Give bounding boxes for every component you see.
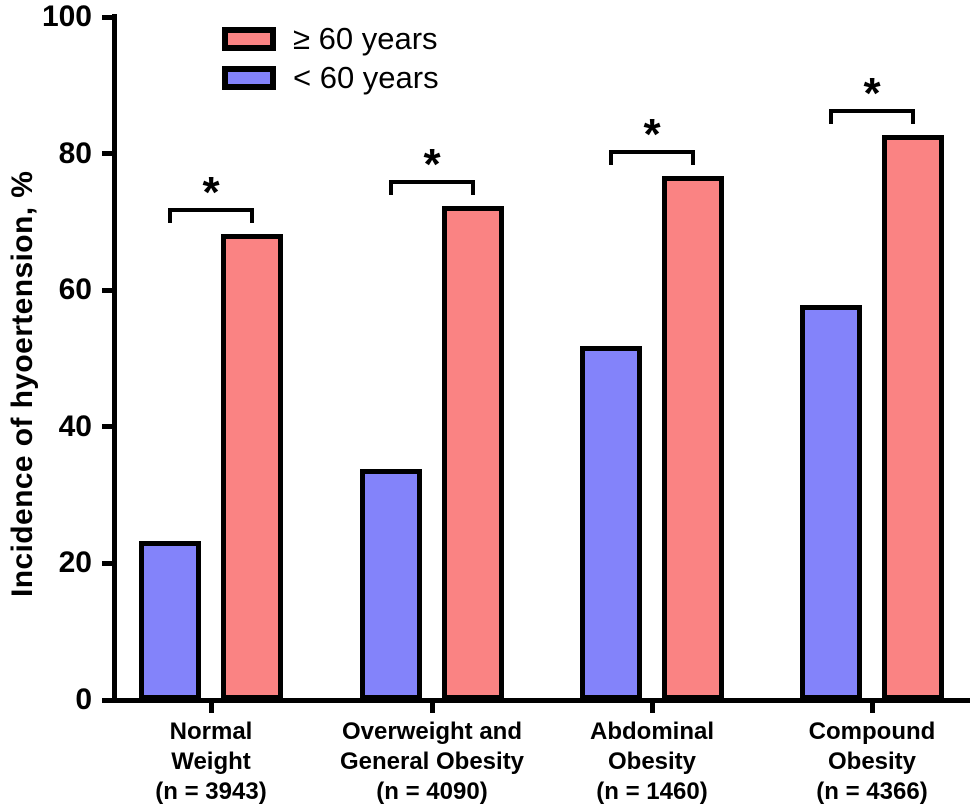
y-tick-label-60: 60 (58, 273, 92, 307)
significance-star-group-4: * (863, 68, 881, 118)
y-tick-100 (102, 14, 117, 20)
y-tick-label-40: 40 (58, 409, 92, 443)
significance-bracket-group-2 (389, 180, 475, 196)
bar-ge-60-group-3 (662, 175, 724, 700)
legend-swatch-lt-60-years (222, 66, 276, 90)
y-axis-title: Incidence of hyoertension, % (6, 170, 39, 597)
x-tick-group-1 (208, 700, 214, 713)
x-category-label-group-4: Compound Obesity (n = 4366) (808, 718, 936, 804)
significance-bracket-group-3 (609, 149, 695, 165)
y-tick-0 (102, 697, 117, 703)
bar-lt-60-group-3 (580, 346, 642, 700)
bar-lt-60-group-1 (139, 540, 201, 700)
y-axis-line (112, 14, 117, 702)
bar-ge-60-group-2 (442, 206, 504, 700)
bar-ge-60-group-4 (882, 134, 944, 700)
significance-star-group-1: * (202, 167, 220, 217)
x-category-label-group-1: Normal Weight (n = 3943) (155, 718, 267, 804)
legend-label-lt-60-years: < 60 years (293, 60, 439, 95)
y-tick-20 (102, 560, 117, 566)
y-tick-60 (102, 287, 117, 293)
y-tick-label-100: 100 (41, 0, 92, 33)
bar-lt-60-group-4 (800, 305, 862, 700)
significance-bracket-group-1 (168, 207, 254, 223)
significance-star-group-2: * (423, 140, 441, 190)
x-axis-line (102, 698, 970, 703)
y-tick-label-20: 20 (58, 546, 92, 580)
x-tick-group-3 (649, 700, 655, 713)
x-category-label-group-3: Abdominal Obesity (n = 1460) (590, 718, 714, 804)
significance-bracket-group-4 (829, 108, 915, 124)
y-tick-80 (102, 151, 117, 157)
x-category-label-group-2: Overweight and General Obesity (n = 4090… (339, 718, 525, 804)
legend-swatch-ge-60-years (222, 27, 276, 51)
y-tick-40 (102, 424, 117, 430)
bar-lt-60-group-2 (360, 469, 422, 700)
plot-area: 0 20 40 60 80 100 * Normal Weight (n = 3943) * Ov… (42, 2, 970, 804)
bar-ge-60-group-1 (221, 233, 283, 700)
y-tick-label-80: 80 (58, 136, 92, 170)
significance-star-group-3: * (643, 109, 661, 159)
x-tick-group-2 (429, 700, 435, 713)
y-tick-label-0: 0 (75, 683, 92, 716)
legend-label-ge-60-years: ≥ 60 years (293, 21, 438, 56)
x-tick-group-4 (869, 700, 875, 713)
